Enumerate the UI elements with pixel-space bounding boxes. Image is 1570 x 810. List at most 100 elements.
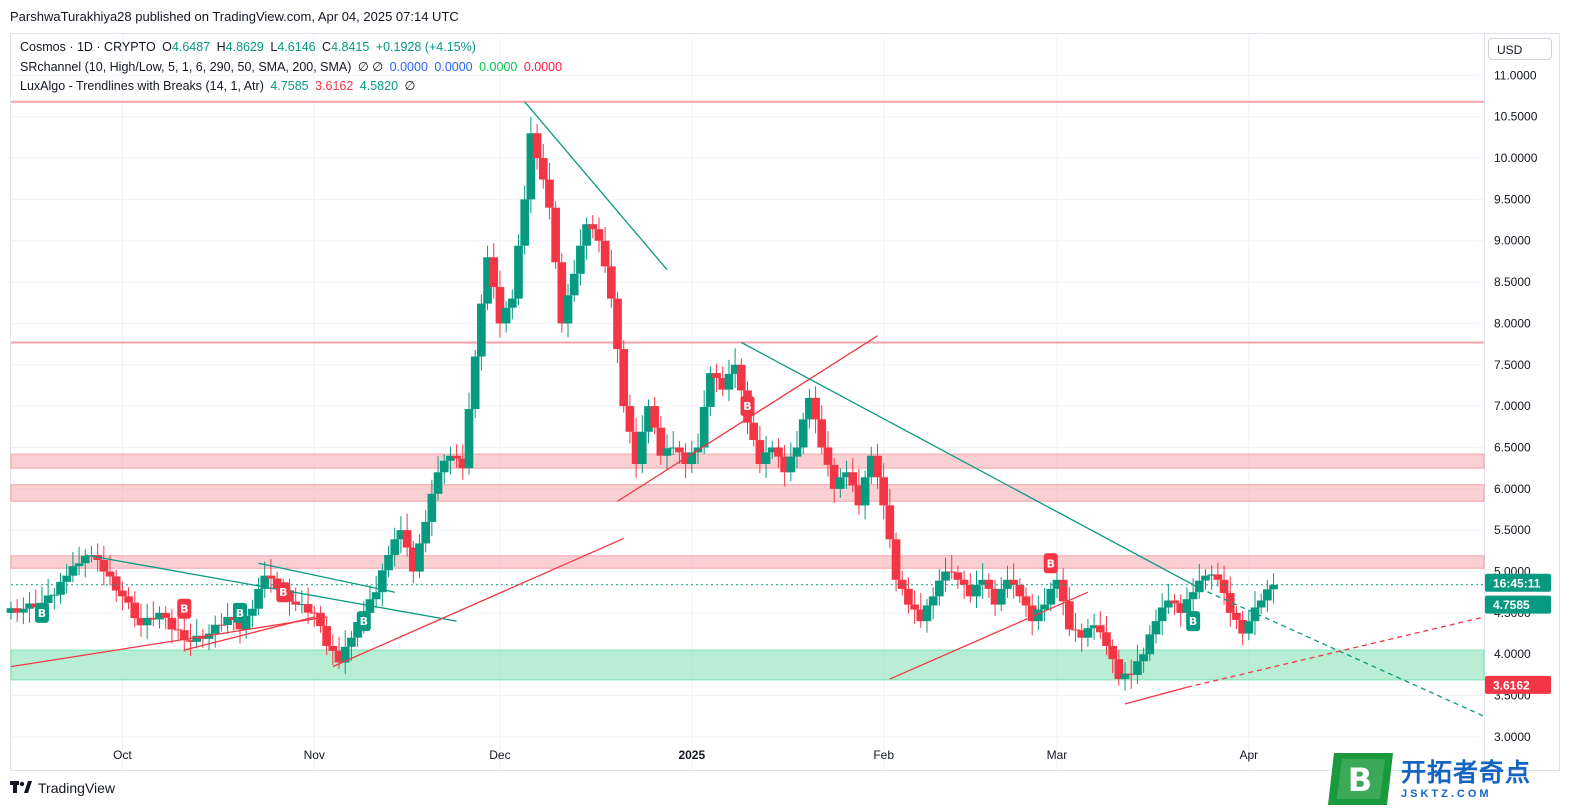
candle-body	[439, 460, 449, 473]
candle-body	[1108, 645, 1117, 660]
indicator2-value-1: 4.7585	[270, 79, 309, 93]
buy-marker-label: B	[360, 615, 368, 628]
legend-indicator-trendlines[interactable]: LuxAlgo - Trendlines with Breaks (14, 1,…	[20, 77, 565, 97]
candle-body	[1083, 628, 1093, 638]
candle-body	[241, 615, 251, 630]
candle-body	[761, 452, 771, 465]
candle-body	[1188, 592, 1198, 600]
candle-body	[477, 303, 486, 357]
price-tick-label: 9.0000	[1494, 234, 1531, 248]
candle-body	[668, 447, 678, 449]
candle-body	[118, 590, 127, 597]
candle-body	[235, 619, 245, 630]
trendline-support	[10, 616, 327, 668]
tradingview-brand: TradingView	[38, 780, 116, 796]
candle-body	[520, 199, 530, 246]
candle-body	[464, 409, 474, 469]
candle-body	[1077, 630, 1087, 638]
candle-body	[866, 455, 876, 478]
price-tick-label: 10.5000	[1494, 110, 1538, 124]
candle-body	[99, 559, 109, 572]
price-tick-label: 9.5000	[1494, 192, 1531, 206]
low-label: L	[270, 40, 278, 54]
candle-body	[297, 604, 307, 606]
lower-trend-tag	[1485, 675, 1551, 694]
sell-marker-label: B	[279, 586, 287, 599]
candle-body	[631, 431, 641, 465]
price-tick-label: 7.0000	[1494, 399, 1531, 413]
buy-marker-label: B	[1189, 615, 1197, 628]
current-price-tag-text: 4.7585	[1493, 598, 1530, 612]
time-tick-label: Feb	[873, 748, 894, 762]
buy-marker	[1186, 611, 1201, 632]
candle-body	[805, 397, 814, 420]
candle-body	[972, 584, 981, 597]
candle-body	[130, 602, 140, 619]
candle-body	[879, 477, 888, 506]
tradingview-logo[interactable]: TradingView	[10, 780, 115, 796]
candle-body	[848, 472, 858, 486]
price-axis[interactable]	[1485, 33, 1560, 771]
legend-indicator-srchannel[interactable]: SRchannel (10, High/Low, 5, 1, 6, 290, 5…	[20, 58, 565, 78]
candle-body	[136, 618, 146, 626]
indicator1-value-1: 0.0000	[389, 59, 428, 74]
candle-body	[959, 579, 969, 585]
candle-body	[1238, 619, 1247, 634]
candle-body	[953, 572, 963, 580]
candle-body	[588, 224, 598, 230]
candle-body	[507, 298, 517, 308]
trendline-support	[617, 335, 878, 502]
watermark-badge-letter: B	[1348, 761, 1372, 799]
sell-marker	[1043, 553, 1058, 574]
candle-body	[978, 579, 988, 585]
candle-body	[1071, 629, 1080, 631]
candle-body	[62, 575, 72, 582]
candle-body	[1133, 661, 1142, 675]
currency-button[interactable]: USD	[1488, 38, 1552, 60]
candle-body	[223, 617, 232, 626]
candle-body	[1102, 632, 1111, 646]
candle-body	[613, 298, 622, 350]
open-label: O	[162, 40, 172, 54]
candle-body	[1064, 601, 1074, 630]
candle-body	[904, 588, 913, 605]
candle-body	[328, 645, 338, 651]
candle-body	[390, 539, 400, 555]
candle-body	[1058, 579, 1068, 602]
candle-body	[637, 431, 647, 465]
indicator2-name: LuxAlgo - Trendlines with Breaks (14, 1,…	[20, 79, 264, 93]
candle-body	[965, 584, 975, 597]
candle-body	[260, 575, 270, 589]
trendline-resistance	[524, 101, 668, 271]
candle-body	[1040, 604, 1049, 610]
chart-legend: Cosmos · 1D · CRYPTO O4.6487 H4.8629 L4.…	[20, 38, 565, 97]
candle-body	[1126, 673, 1136, 675]
price-tick-label: 4.0000	[1494, 647, 1531, 661]
candle-body	[1269, 584, 1278, 590]
candle-body	[309, 612, 319, 614]
candle-body	[347, 637, 356, 647]
candle-body	[1225, 593, 1235, 613]
candle-body	[891, 539, 901, 580]
close-label: C	[322, 40, 332, 54]
candle-body	[600, 240, 610, 267]
candle-body	[687, 452, 697, 465]
sell-marker	[177, 598, 192, 619]
candle-body	[149, 617, 158, 620]
candle-body	[854, 485, 864, 506]
chart-pane[interactable]	[10, 33, 1485, 771]
candle-body	[56, 581, 65, 595]
candle-body	[415, 543, 424, 572]
legend-symbol-row[interactable]: Cosmos · 1D · CRYPTO O4.6487 H4.8629 L4.…	[20, 38, 565, 58]
watermark-en: JSKTZ.COM	[1401, 788, 1492, 800]
indicator1-value-4: 0.0000	[523, 59, 563, 74]
candle-body	[1034, 609, 1043, 622]
candle-body	[724, 373, 734, 390]
candle-body	[408, 547, 418, 572]
candle-body	[1176, 603, 1186, 613]
candle-body	[730, 364, 740, 374]
candle-body	[1244, 621, 1254, 634]
candle-body	[1157, 607, 1167, 622]
candle-body	[210, 624, 220, 634]
